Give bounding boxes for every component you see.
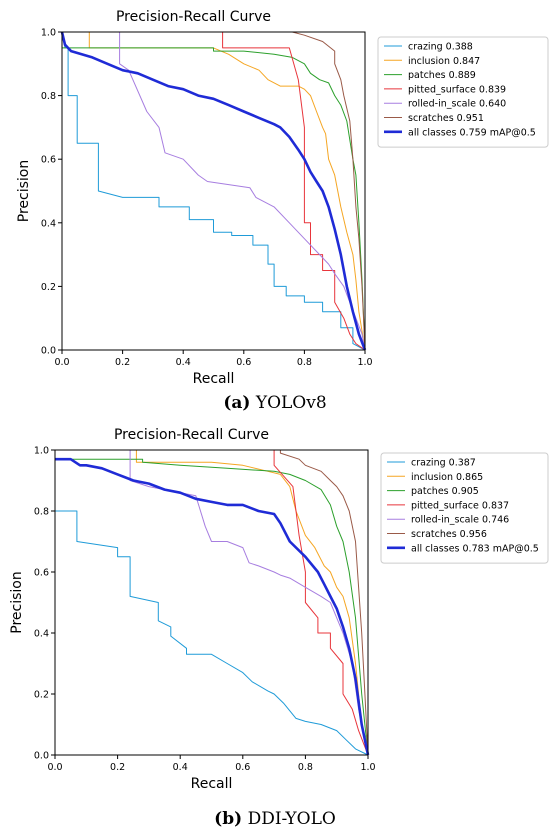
legend-entry: inclusion 0.865 [411, 472, 483, 483]
x-axis-label: Recall [193, 371, 235, 387]
series-line-1 [62, 31, 366, 351]
x-tick-label: 0.6 [236, 357, 251, 368]
y-tick-label: 0.4 [34, 629, 49, 640]
caption-a-text: YOLOv8 [255, 393, 327, 413]
series-line-5 [55, 449, 369, 756]
legend-entry: rolled-in_scale 0.746 [411, 515, 509, 526]
x-tick-label: 0.8 [297, 357, 312, 368]
y-axis-label: Precision [16, 160, 32, 222]
y-tick-label: 0.8 [34, 507, 49, 518]
legend-entry: crazing 0.388 [408, 42, 473, 53]
legend-entry: patches 0.905 [411, 486, 479, 497]
series-group [55, 449, 370, 756]
caption-b-text: DDI-YOLO [247, 809, 336, 829]
series-line-0 [55, 510, 369, 756]
legend-entry: crazing 0.387 [411, 458, 476, 469]
chart-title: Precision-Recall Curve [114, 427, 269, 443]
x-tick-label: 0.0 [47, 762, 62, 773]
legend-entry: pitted_surface 0.837 [411, 500, 509, 511]
legend-entry: patches 0.889 [408, 70, 476, 81]
series-line-4 [62, 31, 366, 351]
series-line-4 [55, 449, 369, 756]
caption-b: (b) DDI-YOLO [0, 809, 550, 829]
x-tick-label: 0.6 [235, 762, 250, 773]
panel-a: Precision-Recall Curve 0.0 0.2 0.4 0.6 0.8 1.0… [0, 0, 550, 418]
chart-title: Precision-Recall Curve [116, 9, 271, 25]
series-line-0 [61, 31, 366, 351]
legend-entry: rolled-in_scale 0.640 [408, 99, 506, 110]
x-tick-label: 0.2 [115, 357, 130, 368]
series-line-3 [62, 31, 366, 351]
y-tick-label: 0.6 [41, 155, 56, 166]
y-axis-label: Precision [9, 571, 25, 633]
y-tick-label: 0.8 [41, 91, 56, 102]
legend-entry: all classes 0.783 mAP@0.5 [411, 543, 539, 554]
caption-a-letter: (a) [223, 393, 251, 413]
y-tick-label: 0.4 [41, 218, 56, 229]
legend-entry: scratches 0.956 [411, 529, 487, 540]
y-tick-label: 0.0 [41, 346, 56, 357]
x-tick-label: 0.0 [54, 357, 69, 368]
x-tick-label: 0.2 [110, 762, 125, 773]
legend-entry: inclusion 0.847 [408, 56, 480, 67]
x-axis-label: Recall [191, 776, 233, 792]
legend-entry: scratches 0.951 [408, 113, 484, 124]
y-tick-label: 1.0 [34, 446, 49, 457]
series-line-3 [55, 449, 369, 756]
legend-box [377, 36, 549, 148]
x-tick-label: 1.0 [360, 762, 375, 773]
legend-box [380, 452, 549, 564]
x-tick-label: 1.0 [357, 357, 372, 368]
x-tick-label: 0.8 [298, 762, 313, 773]
y-tick-label: 0.0 [34, 751, 49, 762]
y-tick-label: 0.6 [34, 568, 49, 579]
chart-b: Precision-Recall Curve 0.0 0.2 0.4 0.6 0.8 1.0… [9, 427, 549, 792]
caption-b-letter: (b) [214, 809, 243, 829]
series-line-1 [55, 449, 369, 756]
series-line-6 [60, 31, 367, 351]
x-tick-label: 0.4 [173, 762, 188, 773]
caption-a: (a) YOLOv8 [0, 393, 550, 413]
panel-b: Precision-Recall Curve 0.0 0.2 0.4 0.6 0.8 1.0… [0, 418, 550, 837]
y-tick-label: 0.2 [41, 282, 56, 293]
x-tick-label: 0.4 [176, 357, 191, 368]
plot-frame [54, 449, 369, 756]
series-group [60, 31, 367, 351]
series-line-2 [62, 47, 366, 351]
series-line-2 [55, 458, 369, 756]
legend-entry: pitted_surface 0.839 [408, 84, 506, 95]
y-tick-label: 0.2 [34, 690, 49, 701]
chart-a: Precision-Recall Curve 0.0 0.2 0.4 0.6 0.8 1.0… [16, 9, 549, 387]
series-line-6 [55, 457, 370, 756]
y-tick-label: 1.0 [41, 28, 56, 39]
legend-entry: all classes 0.759 mAP@0.5 [408, 127, 536, 138]
plot-frame [61, 31, 366, 351]
